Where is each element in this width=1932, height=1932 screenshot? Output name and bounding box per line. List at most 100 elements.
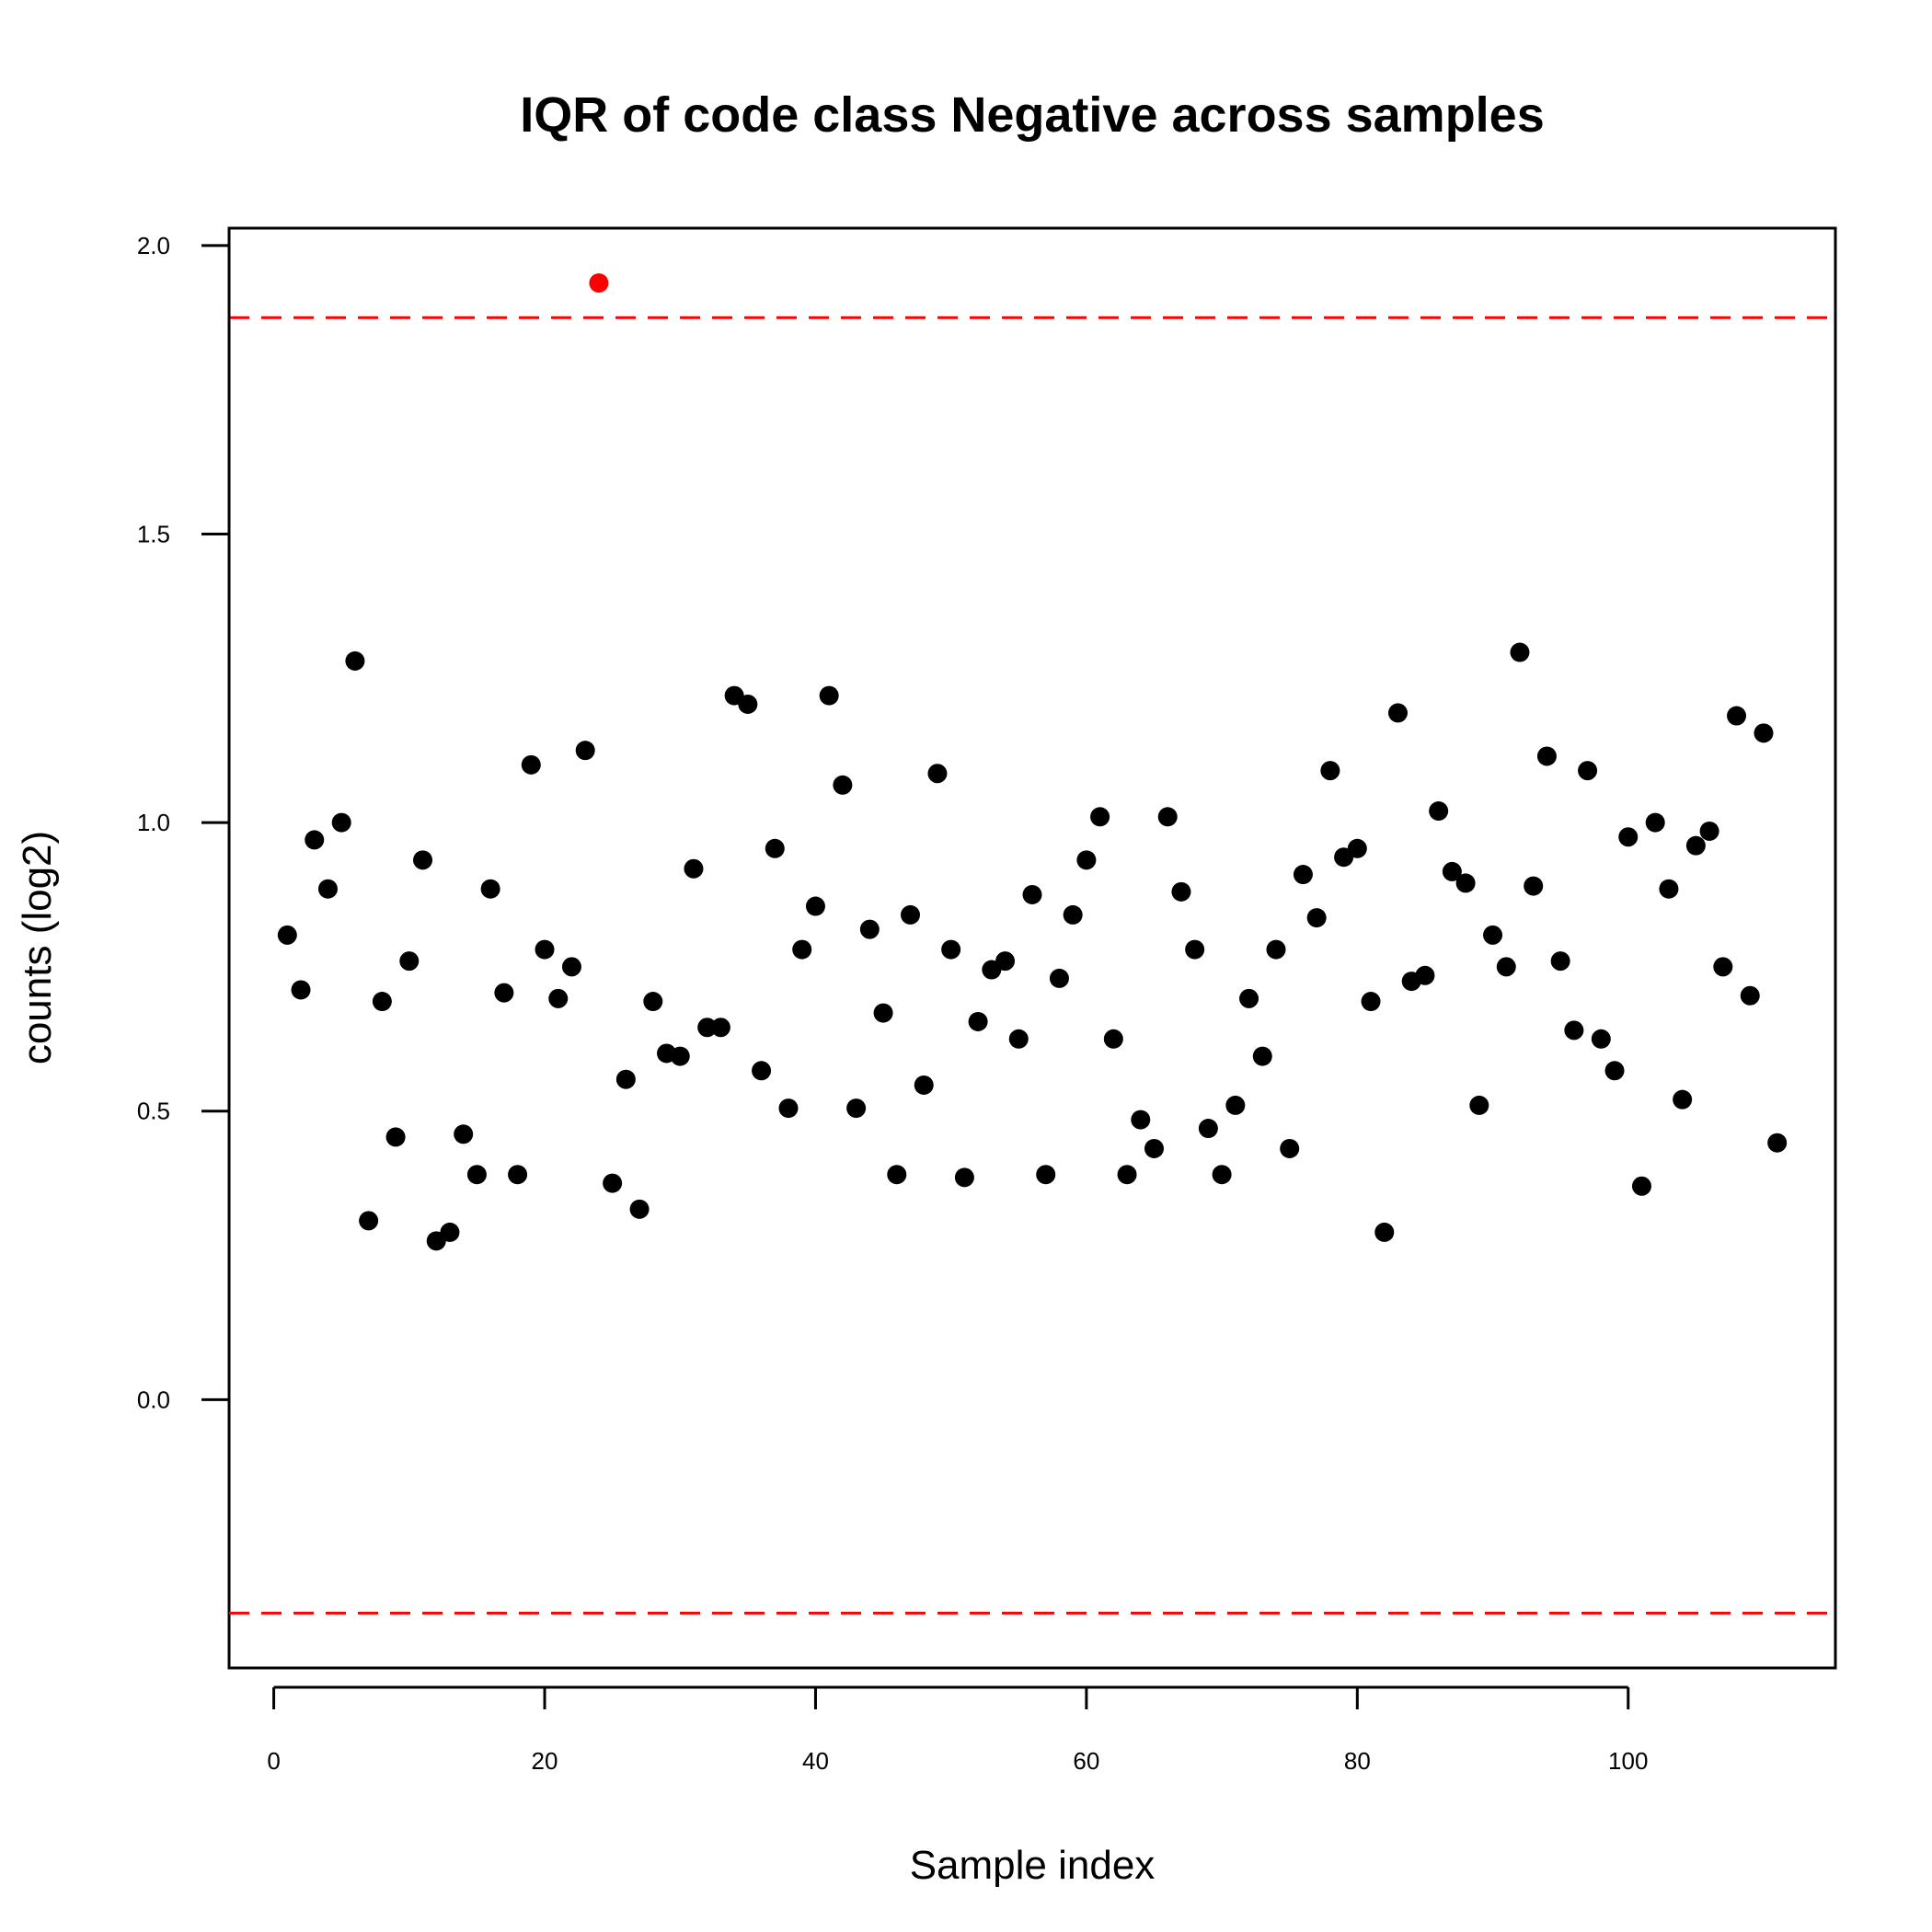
data-point	[1266, 939, 1286, 960]
data-point	[440, 1222, 460, 1242]
data-point	[1022, 884, 1042, 904]
data-point	[1455, 873, 1476, 893]
data-point	[603, 1173, 623, 1193]
data-point	[1374, 1222, 1395, 1242]
data-point	[291, 980, 311, 1000]
data-point	[494, 983, 514, 1003]
chart-title: IQR of code class Negative across sample…	[520, 87, 1545, 143]
data-point	[1685, 835, 1706, 856]
data-point	[277, 925, 297, 945]
data-point	[1049, 968, 1069, 988]
y-axis: 0.0 0.5 1.0 1.5 2.0	[137, 232, 231, 1413]
data-point	[643, 992, 663, 1012]
data-point	[575, 741, 595, 761]
data-point	[1631, 1176, 1651, 1196]
data-point	[846, 1098, 867, 1119]
data-point	[1225, 1095, 1246, 1115]
data-point	[1713, 957, 1733, 977]
data-points	[277, 273, 1788, 1251]
data-point	[1280, 1138, 1300, 1158]
x-tick-label: 80	[1344, 1747, 1371, 1775]
threshold-lines	[229, 316, 1835, 1615]
data-point	[1645, 812, 1665, 833]
data-point	[1036, 1165, 1056, 1185]
y-tick-label: 2.0	[137, 232, 170, 259]
data-point	[1415, 965, 1435, 985]
data-point	[995, 951, 1016, 972]
data-point	[1198, 1119, 1218, 1139]
data-point	[1442, 861, 1462, 881]
x-tick-label: 40	[802, 1747, 829, 1775]
data-point	[1239, 988, 1259, 1008]
data-point	[1306, 908, 1327, 928]
data-point	[873, 1003, 893, 1023]
data-point	[1659, 879, 1679, 899]
x-tick-label: 100	[1608, 1747, 1648, 1775]
data-point	[954, 1167, 974, 1188]
data-point	[359, 1211, 379, 1231]
data-point	[819, 685, 839, 706]
data-point	[1591, 1029, 1611, 1049]
data-point	[1076, 850, 1097, 870]
data-point	[765, 838, 785, 858]
data-point	[1008, 1029, 1029, 1049]
data-point	[1510, 642, 1530, 662]
data-point	[792, 939, 812, 960]
data-point	[480, 879, 500, 899]
data-point	[1171, 881, 1191, 902]
data-point	[1212, 1165, 1232, 1185]
data-point	[1117, 1165, 1137, 1185]
data-point	[1673, 1089, 1693, 1110]
data-point	[941, 939, 961, 960]
data-point	[684, 858, 704, 879]
data-point	[778, 1098, 799, 1119]
x-axis: 0 20 40 60 80 100	[267, 1685, 1648, 1775]
data-point	[1564, 1020, 1584, 1041]
data-point	[535, 939, 555, 960]
data-point	[1550, 951, 1570, 972]
data-point	[752, 1061, 772, 1081]
x-axis-label: Sample index	[910, 1843, 1156, 1888]
data-point	[1483, 925, 1503, 945]
data-point	[385, 1127, 406, 1147]
data-point	[561, 957, 581, 977]
data-point	[1578, 761, 1598, 781]
x-tick-label: 0	[267, 1747, 280, 1775]
data-point	[466, 1165, 487, 1185]
data-point	[1387, 703, 1408, 723]
data-point	[1131, 1110, 1151, 1130]
data-point	[331, 812, 351, 833]
data-point	[1103, 1029, 1123, 1049]
data-point	[1469, 1095, 1489, 1115]
data-point	[1754, 723, 1774, 743]
data-point	[738, 694, 758, 714]
data-point	[805, 896, 825, 916]
data-point	[914, 1075, 934, 1095]
data-point	[1496, 957, 1516, 977]
data-point	[305, 830, 325, 850]
y-axis-label: counts (log2)	[15, 831, 60, 1064]
data-point	[1090, 807, 1110, 827]
data-point	[697, 1018, 718, 1038]
data-point	[399, 951, 420, 972]
data-point	[1144, 1138, 1164, 1158]
data-point	[1361, 992, 1381, 1012]
data-point	[887, 1165, 907, 1185]
data-point	[968, 1011, 988, 1031]
data-point	[1727, 706, 1747, 726]
data-point	[1604, 1061, 1625, 1081]
data-point	[1524, 876, 1544, 896]
x-tick-label: 20	[532, 1747, 558, 1775]
data-point	[1293, 865, 1313, 885]
data-point	[901, 904, 921, 925]
data-point	[1063, 904, 1083, 925]
data-point	[859, 919, 880, 939]
data-point	[1699, 821, 1719, 841]
data-point	[1252, 1046, 1272, 1066]
data-point	[1618, 827, 1639, 847]
data-point	[521, 754, 541, 775]
data-point	[548, 988, 569, 1008]
y-tick-label: 1.0	[137, 809, 170, 836]
data-point	[1536, 746, 1557, 766]
